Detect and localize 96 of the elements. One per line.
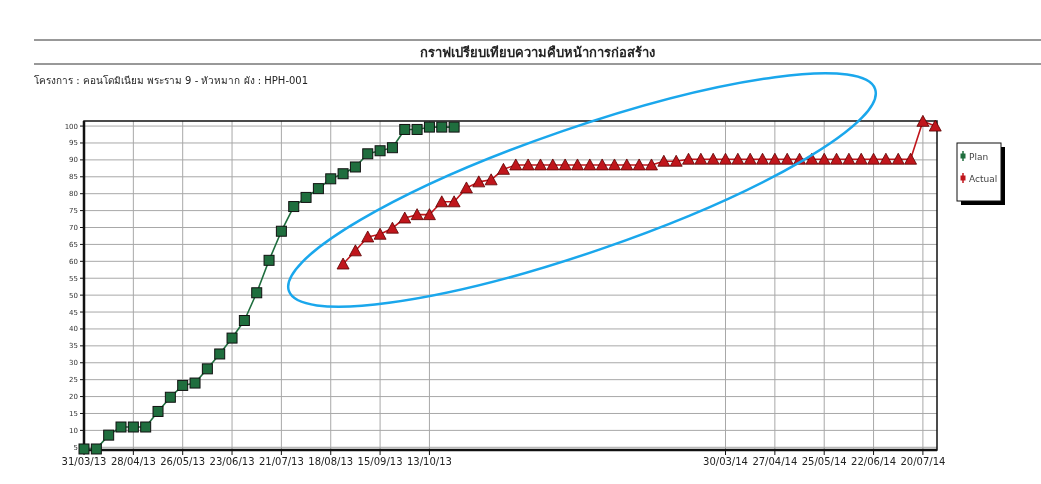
point: [805, 152, 819, 165]
point: [534, 158, 547, 171]
point: [854, 152, 868, 165]
point: [238, 315, 250, 326]
point: [90, 443, 102, 455]
point: [472, 175, 486, 188]
point: [251, 287, 263, 299]
x-tick-label: 25/05/14: [801, 456, 847, 467]
point: [879, 152, 893, 165]
point: [706, 152, 720, 165]
point: [337, 168, 349, 180]
point: [891, 152, 905, 165]
point: [263, 254, 275, 266]
point: [373, 227, 387, 240]
point: [349, 244, 362, 257]
point: [682, 152, 695, 165]
point: [362, 148, 374, 160]
point: [177, 379, 189, 391]
x-tick-label: 26/05/13: [160, 456, 206, 467]
legend-label: Plan: [969, 151, 989, 162]
point: [743, 152, 757, 165]
point: [608, 158, 621, 171]
x-tick-label: 31/03/13: [61, 456, 107, 467]
point: [571, 158, 584, 171]
point: [226, 332, 238, 344]
point: [657, 154, 671, 167]
x-tick-label: 27/04/14: [752, 456, 798, 467]
point: [423, 208, 436, 221]
point: [349, 161, 361, 173]
point: [312, 183, 324, 195]
point: [201, 363, 213, 375]
x-tick-label: 23/06/13: [209, 456, 255, 467]
point: [546, 158, 560, 171]
point: [300, 191, 312, 203]
x-tick-label: 21/07/13: [258, 456, 304, 467]
point: [103, 429, 115, 441]
chart-title: กราฟเปรียบเทียบความคืบหน้าการก่อสร้าง: [420, 45, 655, 60]
point: [115, 421, 127, 433]
point: [386, 142, 398, 154]
point: [127, 421, 139, 433]
x-tick-label: 20/07/14: [900, 456, 946, 467]
point: [386, 221, 399, 234]
point: [189, 377, 201, 389]
point: [756, 152, 769, 165]
point: [78, 443, 90, 455]
point: [152, 405, 164, 417]
point: [497, 162, 510, 175]
point: [719, 152, 732, 165]
point: [448, 121, 460, 133]
legend-label: Actual: [969, 173, 998, 184]
point: [361, 230, 375, 243]
point: [410, 208, 424, 221]
point: [275, 225, 287, 237]
point: [928, 119, 942, 132]
point: [830, 152, 843, 165]
point: [509, 158, 523, 171]
point: [645, 158, 658, 171]
point: [411, 123, 423, 135]
point: [436, 121, 448, 133]
point: [780, 152, 794, 165]
point: [595, 158, 609, 171]
point: [460, 181, 473, 194]
point: [214, 348, 226, 360]
point: [521, 158, 535, 171]
point: [336, 257, 350, 270]
point: [731, 152, 745, 165]
x-tick-label: 13/10/13: [406, 456, 452, 467]
point: [632, 158, 646, 171]
x-tick-label: 15/09/13: [357, 456, 403, 467]
point: [164, 391, 176, 403]
point: [399, 123, 411, 135]
x-tick-label: 22/06/14: [851, 456, 897, 467]
point: [669, 154, 683, 167]
point: [398, 211, 412, 224]
chart-subtitle: โครงการ : คอนโดมิเนียม พระราม 9 - หัวหมาก ผัง : HPH-001: [34, 74, 309, 86]
point: [140, 421, 152, 433]
point: [817, 152, 831, 165]
point: [620, 158, 634, 171]
point: [374, 145, 386, 157]
point: [558, 158, 572, 171]
point: [867, 152, 880, 165]
point: [484, 173, 498, 186]
point: [325, 173, 337, 185]
point: [583, 158, 597, 171]
point: [447, 195, 461, 208]
point: [435, 195, 449, 208]
x-tick-label: 30/03/14: [703, 456, 748, 467]
point: [694, 152, 708, 165]
point: [904, 152, 917, 165]
x-tick-label: 18/08/13: [308, 456, 354, 467]
point: [288, 201, 300, 213]
point: [842, 152, 856, 165]
point: [768, 152, 782, 165]
point: [423, 121, 435, 133]
x-tick-label: 28/04/13: [110, 456, 156, 467]
point: [916, 114, 930, 127]
